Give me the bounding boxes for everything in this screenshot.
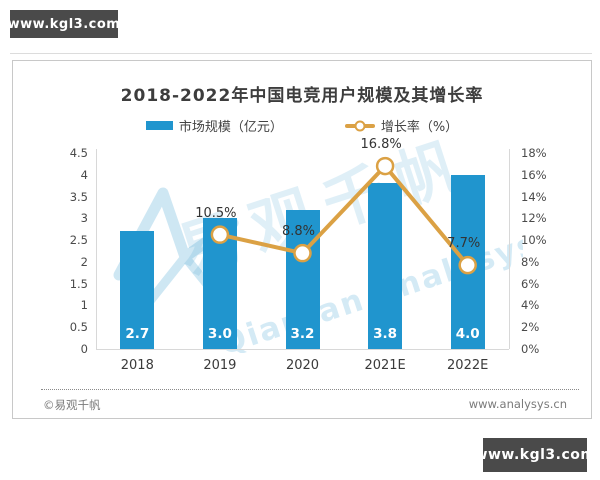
bar-swatch-icon	[145, 121, 173, 130]
line-value-label: 16.8%	[360, 137, 402, 153]
y-axis-left-tick: 0.5	[69, 320, 88, 335]
x-axis-label-2021E: 2021E	[364, 358, 406, 373]
y-axis-left-tick: 1.5	[69, 276, 88, 291]
bar-2022E: 4.0	[450, 174, 485, 349]
watermark-top: www.kgl3.com	[8, 10, 120, 38]
y-axis-left-tick: 3	[80, 211, 88, 226]
legend-label-growth-rate: 增长率（%）	[380, 120, 459, 135]
line-value-label: 7.7%	[447, 236, 481, 252]
bar-value-label: 4.0	[455, 325, 480, 342]
y-axis-right-tick: 12%	[521, 211, 547, 226]
y-axis-left-tick: 0	[80, 342, 88, 356]
line-value-label: 10.5%	[195, 205, 237, 221]
y-axis-right-tick: 6%	[521, 276, 540, 291]
y-axis-left-tick: 4	[80, 167, 88, 182]
bar-value-label: 3.8	[373, 325, 398, 342]
legend-label-market-size: 市场规模（亿元）	[178, 120, 283, 135]
bar-value-label: 3.2	[290, 325, 315, 342]
x-axis-line	[96, 349, 509, 350]
y-axis-left-tick: 2.5	[69, 233, 88, 248]
y-axis-left-tick: 3.5	[69, 189, 88, 204]
plot-area: 易观千帆 Qianfan.analysys.cn 4.543.532.521.5…	[13, 61, 593, 418]
y-axis-right-tick: 8%	[521, 254, 540, 269]
line-marker-icon	[354, 120, 366, 131]
y-axis-right-tick: 4%	[521, 298, 540, 313]
x-axis-label-2019: 2019	[203, 358, 237, 373]
x-axis-label-2018: 2018	[120, 358, 154, 373]
y-axis-left-line	[96, 149, 97, 349]
source-url: www.analysys.cn	[468, 397, 567, 411]
legend-item-market-size: 市场规模（亿元）	[145, 116, 283, 135]
line-point-marker	[375, 156, 395, 176]
y-axis-left-tick: 1	[80, 298, 88, 313]
line-value-label: 8.8%	[281, 224, 316, 240]
footer: ©易观千帆 www.analysys.cn	[43, 397, 567, 413]
y-axis-right-tick: 14%	[521, 189, 547, 204]
legend-item-growth-rate: 增长率（%）	[344, 116, 459, 135]
legend: 市场规模（亿元） 增长率（%）	[13, 116, 591, 135]
bar-2019: 3.0	[202, 218, 237, 349]
chart-card: 2018-2022年中国电竞用户规模及其增长率 市场规模（亿元） 增长率（%） …	[12, 60, 592, 419]
line-swatch-icon	[344, 120, 375, 131]
y-axis-left-tick: 2	[80, 254, 88, 269]
y-axis-right-tick: 18%	[521, 146, 547, 160]
y-axis-left-tick: 4.5	[69, 146, 88, 160]
bar-2020: 3.2	[285, 209, 320, 349]
bar-value-label: 3.0	[207, 325, 232, 342]
source-credit: ©易观千帆	[43, 398, 101, 412]
top-divider	[10, 53, 592, 54]
y-axis-right-tick: 10%	[521, 233, 547, 248]
y-axis-right-tick: 2%	[521, 320, 540, 335]
watermark-bottom: www.kgl3.com	[475, 438, 595, 472]
x-axis-label-2022E: 2022E	[447, 358, 489, 373]
footer-divider	[41, 389, 579, 390]
bar-2018: 2.7	[120, 231, 155, 349]
bar-2021E: 3.8	[368, 183, 403, 349]
x-axis-label-2020: 2020	[285, 358, 320, 373]
y-axis-right-tick: 0%	[521, 342, 540, 356]
y-axis-right-line	[509, 149, 510, 349]
y-axis-right-tick: 16%	[521, 167, 547, 182]
chart-title: 2018-2022年中国电竞用户规模及其增长率	[120, 86, 484, 106]
bar-value-label: 2.7	[125, 325, 150, 342]
